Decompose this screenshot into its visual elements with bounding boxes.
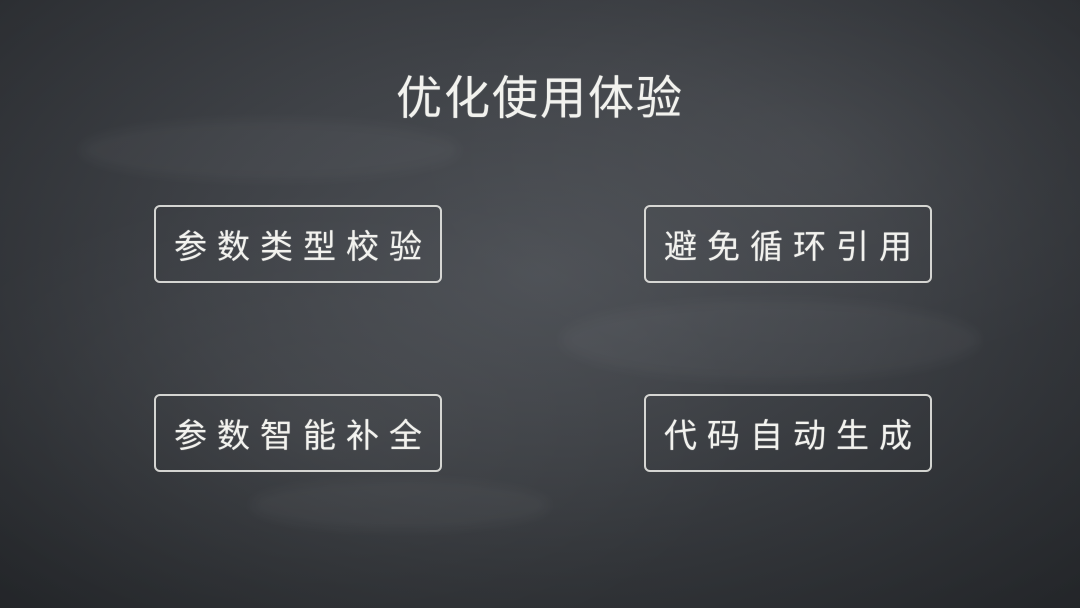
feature-label: 代码自动生成	[664, 416, 922, 455]
chalk-smudge	[560, 300, 980, 380]
feature-box-param-type-check: 参数类型校验	[154, 205, 442, 283]
feature-label: 避免循环引用	[664, 227, 922, 266]
feature-box-avoid-circular-reference: 避免循环引用	[644, 205, 932, 283]
slide-title: 优化使用体验	[396, 71, 684, 125]
chalk-smudge	[80, 120, 460, 180]
chalk-smudge	[250, 480, 550, 530]
feature-box-code-generation: 代码自动生成	[644, 394, 932, 472]
feature-box-param-autocomplete: 参数智能补全	[154, 394, 442, 472]
feature-label: 参数类型校验	[174, 227, 432, 266]
feature-label: 参数智能补全	[174, 416, 432, 455]
